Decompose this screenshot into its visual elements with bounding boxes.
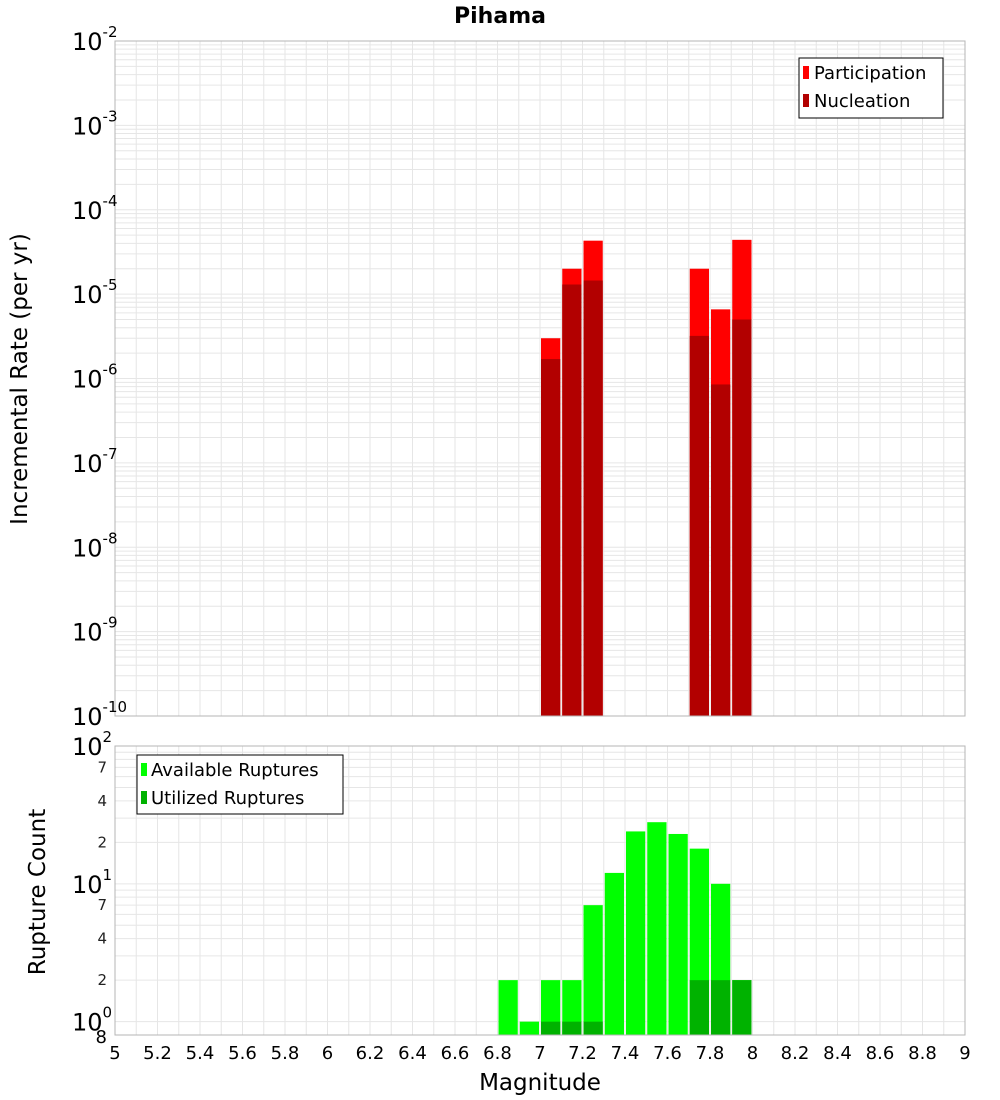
x-tick-label: 6.6 bbox=[441, 1043, 470, 1064]
y-tick-label: 10-2 bbox=[72, 23, 118, 56]
top-y-axis-ticks: 10-10 10-9 10-8 10-7 10-6 10-5 10-4 10-3 10-2 bbox=[72, 23, 127, 731]
x-tick-label: 6.2 bbox=[356, 1043, 385, 1064]
y-tick-minor-label: 4 bbox=[97, 930, 107, 948]
x-tick-label: 5.4 bbox=[186, 1043, 215, 1064]
chart-title: Pihama bbox=[454, 4, 546, 29]
top-plot-bars bbox=[541, 239, 752, 717]
top-legend: Participation Nucleation bbox=[798, 57, 944, 119]
nucleation-bar bbox=[541, 359, 561, 716]
legend-swatch-available-ruptures bbox=[141, 763, 147, 776]
legend-label-utilized-ruptures: Utilized Ruptures bbox=[151, 788, 304, 809]
x-tick-label: 6.8 bbox=[483, 1043, 512, 1064]
legend-label-nucleation: Nucleation bbox=[814, 91, 910, 112]
top-plot-frame bbox=[114, 40, 966, 717]
x-tick-label: 5.6 bbox=[228, 1043, 257, 1064]
legend-label-available-ruptures: Available Ruptures bbox=[151, 760, 319, 781]
y-tick-label: 10-4 bbox=[72, 192, 118, 225]
bottom-y-axis-ticks: 100 101 102 8 2 4 7 2 4 7 bbox=[72, 728, 112, 1048]
bottom-plot-bars bbox=[498, 822, 752, 1035]
bottom-legend: Available Ruptures Utilized Ruptures bbox=[136, 754, 344, 815]
y-tick-minor-label: 7 bbox=[97, 896, 107, 914]
bottom-y-axis-title: Rupture Count bbox=[25, 809, 51, 975]
y-tick-label: 10-8 bbox=[72, 529, 118, 562]
y-tick-label: 10-6 bbox=[72, 361, 118, 394]
x-tick-label: 5.2 bbox=[143, 1043, 172, 1064]
available-ruptures-bar bbox=[519, 1021, 539, 1035]
available-ruptures-bar bbox=[541, 980, 561, 1035]
x-tick-label: 7 bbox=[534, 1043, 545, 1064]
available-ruptures-bar bbox=[626, 831, 646, 1035]
available-ruptures-bar bbox=[583, 905, 603, 1035]
top-y-axis-title: Incremental Rate (per yr) bbox=[7, 233, 33, 525]
x-tick-label: 8.6 bbox=[866, 1043, 895, 1064]
utilized-ruptures-bar bbox=[562, 1021, 582, 1035]
available-ruptures-bar bbox=[498, 980, 518, 1035]
nucleation-bar bbox=[711, 384, 731, 716]
y-tick-minor-label: 7 bbox=[97, 758, 107, 776]
available-ruptures-bar bbox=[562, 980, 582, 1035]
available-ruptures-bar bbox=[604, 872, 624, 1035]
x-tick-label: 7.4 bbox=[611, 1043, 640, 1064]
y-tick-minor-label: 4 bbox=[97, 792, 107, 810]
nucleation-bar bbox=[562, 284, 582, 716]
x-tick-label: 7.6 bbox=[653, 1043, 682, 1064]
nucleation-bar bbox=[689, 335, 709, 716]
top-plot-gridlines bbox=[114, 41, 966, 717]
x-tick-label: 7.8 bbox=[696, 1043, 725, 1064]
utilized-ruptures-bar bbox=[732, 980, 752, 1035]
x-tick-label: 9 bbox=[959, 1043, 970, 1064]
available-ruptures-bar bbox=[668, 833, 688, 1035]
utilized-ruptures-bar bbox=[689, 980, 709, 1035]
x-tick-label: 6.4 bbox=[398, 1043, 427, 1064]
y-tick-label: 101 bbox=[72, 866, 112, 899]
x-axis-title: Magnitude bbox=[479, 1070, 601, 1096]
legend-swatch-participation bbox=[803, 66, 809, 79]
available-ruptures-bar bbox=[647, 822, 667, 1035]
x-tick-label: 5.8 bbox=[271, 1043, 300, 1064]
x-tick-label: 7.2 bbox=[568, 1043, 597, 1064]
y-tick-label: 102 bbox=[72, 728, 112, 761]
x-tick-label: 8.2 bbox=[781, 1043, 810, 1064]
bottom-plot-frame bbox=[114, 745, 966, 1036]
y-tick-minor-label: 8 bbox=[96, 1027, 107, 1048]
y-tick-label: 10-3 bbox=[72, 107, 118, 140]
x-tick-label: 8.8 bbox=[908, 1043, 937, 1064]
y-tick-label: 10-10 bbox=[72, 698, 127, 731]
legend-swatch-nucleation bbox=[803, 94, 809, 107]
nucleation-bar bbox=[732, 319, 752, 716]
y-tick-label: 10-5 bbox=[72, 276, 118, 309]
x-axis-ticks: 5 5.2 5.4 5.6 5.8 6 6.2 6.4 6.6 6.8 7 7.2 7.4 7.6 7.8 8… bbox=[109, 1043, 970, 1064]
x-tick-label: 5 bbox=[109, 1043, 120, 1064]
nucleation-bar bbox=[583, 280, 603, 716]
utilized-ruptures-bar bbox=[583, 1021, 603, 1035]
y-tick-minor-label: 2 bbox=[97, 971, 107, 989]
legend-swatch-utilized-ruptures bbox=[141, 791, 147, 804]
y-tick-label: 10-9 bbox=[72, 614, 118, 647]
utilized-ruptures-bar bbox=[711, 980, 731, 1035]
x-tick-label: 8 bbox=[747, 1043, 758, 1064]
x-tick-label: 8.4 bbox=[823, 1043, 852, 1064]
bottom-plot-gridlines bbox=[114, 746, 966, 1035]
utilized-ruptures-bar bbox=[541, 1021, 561, 1035]
y-tick-minor-label: 2 bbox=[97, 833, 107, 851]
legend-label-participation: Participation bbox=[814, 63, 926, 84]
y-tick-label: 100 bbox=[72, 1004, 112, 1037]
x-tick-label: 6 bbox=[322, 1043, 333, 1064]
y-tick-label: 10-7 bbox=[72, 445, 118, 478]
